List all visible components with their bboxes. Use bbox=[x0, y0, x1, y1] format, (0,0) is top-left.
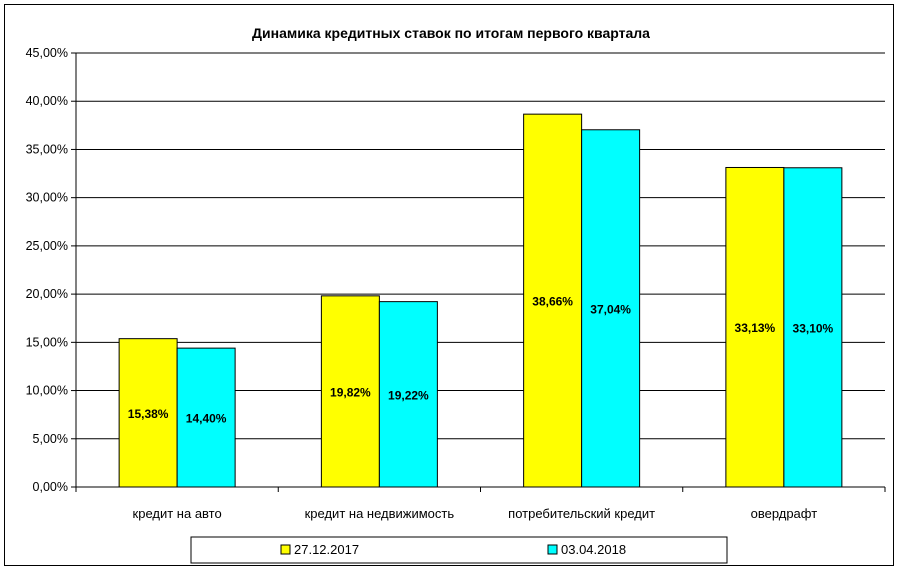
y-tick-label: 10,00% bbox=[26, 384, 68, 398]
legend: 27.12.2017 03.04.2018 bbox=[190, 536, 728, 564]
x-category-label: кредит на авто bbox=[133, 506, 222, 521]
y-tick-label: 25,00% bbox=[26, 239, 68, 253]
bars bbox=[118, 113, 843, 488]
y-tick-label: 35,00% bbox=[26, 142, 68, 156]
data-label: 19,22% bbox=[388, 388, 429, 402]
bar bbox=[378, 301, 438, 488]
x-category-label: кредит на недвижимость bbox=[305, 506, 455, 521]
y-tick-label: 40,00% bbox=[26, 94, 68, 108]
y-tick-label: 20,00% bbox=[26, 287, 68, 301]
data-label: 15,38% bbox=[128, 407, 169, 421]
data-label: 19,82% bbox=[330, 385, 371, 399]
data-label: 37,04% bbox=[590, 302, 631, 316]
data-labels: 15,38% 14,40% 19,82% 19,22% 38,66% 37,04% 33,1… bbox=[128, 295, 834, 426]
data-label: 14,40% bbox=[186, 412, 227, 426]
legend-label: 27.12.2017 bbox=[294, 542, 359, 557]
bar bbox=[176, 347, 236, 488]
x-category-label: потребительский кредит bbox=[508, 506, 655, 521]
bar bbox=[118, 338, 178, 488]
y-tick-label: 15,00% bbox=[26, 335, 68, 349]
chart-frame: Динамика кредитных ставок по итогам перв… bbox=[4, 4, 894, 566]
y-tick-label: 0,00% bbox=[33, 480, 68, 494]
bar bbox=[581, 129, 641, 488]
data-label: 33,13% bbox=[735, 321, 776, 335]
data-label: 33,10% bbox=[793, 321, 834, 335]
data-label: 38,66% bbox=[532, 295, 573, 309]
legend-swatch bbox=[280, 544, 291, 555]
y-tick-label: 5,00% bbox=[33, 432, 68, 446]
legend-swatch bbox=[547, 544, 558, 555]
bar bbox=[523, 113, 583, 488]
bar bbox=[320, 295, 380, 488]
x-category-label: овердрафт bbox=[751, 506, 818, 521]
y-tick-label: 45,00% bbox=[26, 46, 68, 60]
legend-box bbox=[190, 536, 728, 564]
bar bbox=[725, 166, 785, 488]
chart-title: Динамика кредитных ставок по итогам перв… bbox=[252, 25, 650, 41]
legend-label: 03.04.2018 bbox=[561, 542, 626, 557]
y-tick-label: 30,00% bbox=[26, 191, 68, 205]
bar-chart: Динамика кредитных ставок по итогам перв… bbox=[26, 25, 886, 564]
bar bbox=[783, 167, 843, 488]
